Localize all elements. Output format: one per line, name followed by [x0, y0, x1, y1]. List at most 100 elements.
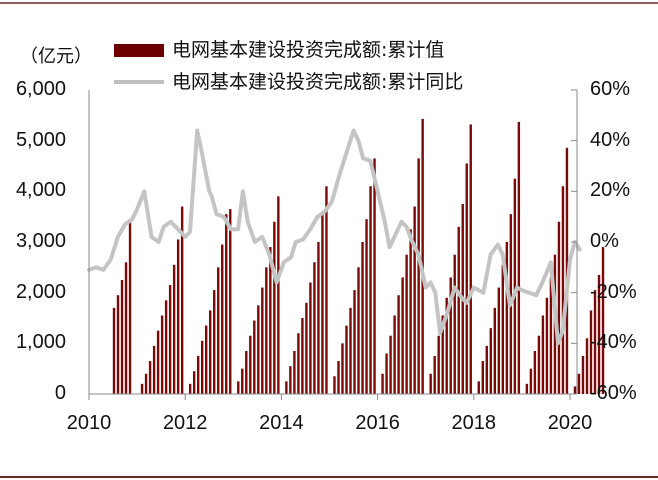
right-axis-tick-label: -60% — [590, 382, 637, 404]
bar — [333, 376, 336, 394]
bar — [269, 247, 272, 394]
bar — [353, 290, 356, 394]
left-axis-unit-label: （亿元） — [20, 46, 92, 67]
bar — [593, 290, 597, 394]
bar — [341, 343, 344, 394]
right-axis-tick-label: 0% — [590, 230, 619, 252]
bar — [449, 277, 452, 394]
bar — [297, 333, 300, 394]
bar — [457, 226, 460, 394]
bar — [421, 118, 424, 394]
bar — [285, 381, 288, 394]
bar — [229, 209, 232, 394]
legend-line-swatch — [114, 80, 164, 84]
bar — [257, 305, 260, 394]
bar — [489, 328, 492, 394]
legend-label: 电网基本建设投资完成额:累计同比 — [172, 71, 464, 93]
bar — [309, 282, 312, 394]
right-axis-tick-label: 60% — [590, 78, 631, 100]
bar — [116, 295, 120, 394]
bar — [373, 158, 376, 394]
bar — [249, 335, 252, 394]
bar — [545, 297, 549, 394]
left-axis-tick-label: 2,000 — [15, 280, 66, 303]
left-axis-tick-label: 4,000 — [15, 179, 66, 202]
left-axis-tick-label: 6,000 — [15, 78, 66, 100]
bar — [417, 158, 420, 394]
bar — [469, 124, 472, 394]
bar — [200, 340, 204, 394]
right-axis-tick-label: 40% — [590, 128, 631, 151]
bar — [485, 345, 488, 394]
bar — [365, 219, 368, 394]
bar — [437, 335, 440, 394]
bar — [273, 221, 276, 394]
bar — [557, 221, 561, 394]
chart-legend: 电网基本建设投资完成额:累计值 电网基本建设投资完成额:累计同比 — [114, 34, 463, 98]
bar — [517, 121, 521, 395]
bar — [144, 373, 148, 394]
bar — [172, 264, 176, 394]
bar — [176, 239, 180, 394]
left-axis-tick-label: 1,000 — [15, 331, 66, 354]
bar — [513, 178, 517, 394]
x-axis-tick-label: 2020 — [547, 412, 593, 434]
bar — [128, 219, 132, 394]
legend-label: 电网基本建设投资完成额:累计值 — [172, 39, 445, 61]
x-axis-tick-label: 2014 — [259, 412, 304, 434]
bar — [168, 285, 172, 394]
top-border — [0, 2, 658, 4]
bar — [164, 300, 168, 394]
bar — [213, 290, 216, 394]
bar — [409, 229, 412, 394]
x-axis-tick-label: 2010 — [66, 412, 112, 434]
bar — [481, 361, 484, 394]
bar — [601, 247, 605, 394]
bar — [577, 373, 581, 394]
bar — [401, 277, 404, 394]
bar — [241, 368, 244, 394]
bar — [217, 267, 220, 394]
left-axis-tick-label: 0 — [54, 382, 66, 404]
bar — [549, 277, 553, 394]
right-axis-tick-label: -20% — [590, 280, 637, 303]
bar — [265, 267, 268, 394]
bar — [405, 254, 408, 394]
bar — [393, 315, 396, 394]
bar — [120, 280, 124, 394]
bar — [152, 345, 156, 394]
bar — [180, 206, 184, 394]
bar — [525, 383, 529, 394]
bar — [561, 186, 565, 394]
bar — [225, 214, 228, 394]
bar — [433, 356, 436, 394]
bar — [573, 386, 577, 394]
bar — [501, 264, 505, 394]
bar — [445, 297, 448, 394]
bar — [477, 381, 480, 394]
bar — [349, 307, 352, 394]
bar — [597, 274, 601, 394]
bar — [148, 361, 152, 394]
bar — [301, 318, 304, 394]
x-axis-tick-label: 2016 — [355, 412, 400, 434]
bar — [537, 335, 541, 394]
bar — [325, 186, 328, 394]
bar — [277, 196, 280, 394]
bar — [505, 242, 509, 394]
legend-bar-swatch — [114, 43, 164, 57]
bar — [529, 368, 533, 394]
bar — [465, 163, 468, 394]
bar — [533, 350, 537, 394]
bar — [221, 244, 224, 394]
right-axis-tick-label: 20% — [590, 179, 631, 202]
bar — [112, 307, 116, 394]
bar — [581, 356, 585, 394]
bar — [357, 267, 360, 394]
bar — [205, 325, 208, 394]
bar — [345, 325, 348, 394]
right-axis-tick-label: -40% — [590, 331, 637, 354]
legend-item-cumulative-yoy: 电网基本建设投资完成额:累计同比 — [114, 66, 463, 98]
bar — [381, 373, 384, 394]
